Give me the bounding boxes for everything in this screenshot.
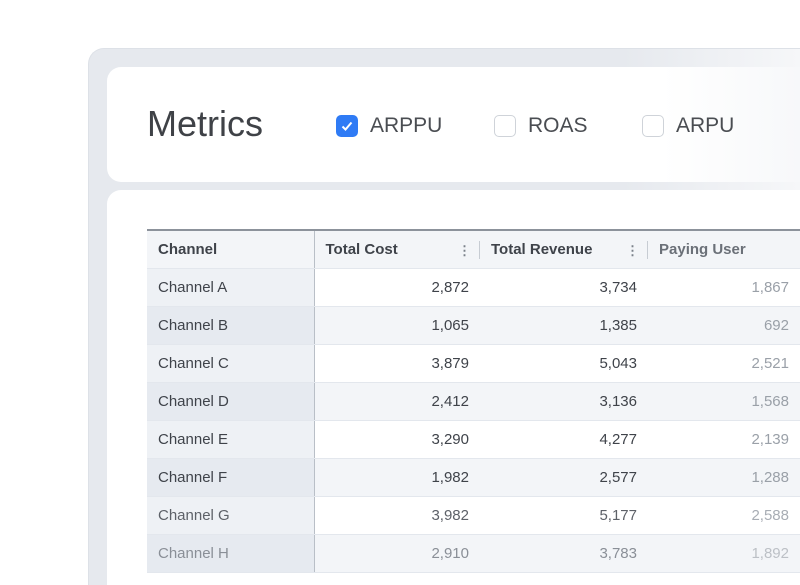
- table-row[interactable]: Channel E 3,290 4,277 2,139: [147, 420, 800, 459]
- cell-paying-user: 2,139: [648, 420, 800, 459]
- column-resize-handle[interactable]: [479, 241, 480, 259]
- table-row[interactable]: Channel H 2,910 3,783 1,892: [147, 534, 800, 573]
- table-row[interactable]: Channel B 1,065 1,385 692: [147, 306, 800, 345]
- checkbox-unchecked-icon: [494, 115, 516, 137]
- column-menu-icon[interactable]: ⋮: [458, 243, 471, 258]
- cell-channel: Channel C: [147, 344, 315, 383]
- cell-total-cost: 2,910: [314, 534, 480, 573]
- column-header-channel[interactable]: Channel: [147, 229, 315, 269]
- cell-total-revenue: 3,136: [480, 382, 648, 421]
- cell-total-cost: 2,872: [314, 268, 480, 307]
- cell-paying-user: 2,521: [648, 344, 800, 383]
- table-row[interactable]: Channel C 3,879 5,043 2,521: [147, 344, 800, 383]
- cell-paying-user: 1,867: [648, 268, 800, 307]
- column-header-total-revenue[interactable]: Total Revenue ⋮: [480, 229, 648, 269]
- table-row[interactable]: Channel A 2,872 3,734 1,867: [147, 268, 800, 307]
- header-label: Paying User: [659, 240, 746, 258]
- cell-channel: Channel A: [147, 268, 315, 307]
- cell-total-revenue: 3,783: [480, 534, 648, 573]
- checkbox-arpu[interactable]: ARPU: [642, 114, 734, 138]
- cell-total-revenue: 2,577: [480, 458, 648, 497]
- checkbox-arppu[interactable]: ARPPU: [336, 114, 442, 138]
- column-header-paying-user[interactable]: Paying User: [648, 229, 800, 269]
- metrics-table: Channel Total Cost ⋮ Total Revenue ⋮ Payin…: [147, 229, 800, 573]
- table-header-row: Channel Total Cost ⋮ Total Revenue ⋮ Payin…: [147, 229, 800, 269]
- column-resize-handle[interactable]: [647, 241, 648, 259]
- cell-channel: Channel E: [147, 420, 315, 459]
- cell-total-cost: 2,412: [314, 382, 480, 421]
- cell-paying-user: 692: [648, 306, 800, 345]
- column-menu-icon[interactable]: ⋮: [626, 243, 639, 258]
- checkbox-checked-icon: [336, 115, 358, 137]
- checkbox-roas[interactable]: ROAS: [494, 114, 588, 138]
- checkbox-label: ROAS: [528, 114, 588, 137]
- cell-channel: Channel G: [147, 496, 315, 535]
- cell-total-cost: 1,982: [314, 458, 480, 497]
- cell-total-cost: 3,290: [314, 420, 480, 459]
- cell-total-cost: 1,065: [314, 306, 480, 345]
- cell-total-revenue: 5,177: [480, 496, 648, 535]
- cell-total-cost: 3,879: [314, 344, 480, 383]
- checkbox-unchecked-icon: [642, 115, 664, 137]
- header-label: Total Cost: [325, 240, 398, 258]
- cell-paying-user: 1,892: [648, 534, 800, 573]
- table-row[interactable]: Channel G 3,982 5,177 2,588: [147, 496, 800, 535]
- table-row[interactable]: Channel F 1,982 2,577 1,288: [147, 458, 800, 497]
- cell-paying-user: 1,568: [648, 382, 800, 421]
- cell-total-cost: 3,982: [314, 496, 480, 535]
- cell-total-revenue: 4,277: [480, 420, 648, 459]
- cell-channel: Channel F: [147, 458, 315, 497]
- cell-channel: Channel D: [147, 382, 315, 421]
- checkbox-label: ARPPU: [370, 114, 443, 137]
- table-row[interactable]: Channel D 2,412 3,136 1,568: [147, 382, 800, 421]
- cell-paying-user: 2,588: [648, 496, 800, 535]
- checkbox-label: ARPU: [676, 114, 735, 137]
- cell-channel: Channel B: [147, 306, 315, 345]
- header-label: Channel: [158, 240, 218, 258]
- cell-total-revenue: 5,043: [480, 344, 648, 383]
- cell-channel: Channel H: [147, 534, 315, 573]
- header-label: Total Revenue: [491, 240, 593, 258]
- metrics-header-card: Metrics ARPPU ROAS ARPU: [107, 67, 800, 182]
- page-title: Metrics: [147, 103, 263, 144]
- column-header-total-cost[interactable]: Total Cost ⋮: [314, 229, 480, 269]
- cell-paying-user: 1,288: [648, 458, 800, 497]
- cell-total-revenue: 3,734: [480, 268, 648, 307]
- cell-total-revenue: 1,385: [480, 306, 648, 345]
